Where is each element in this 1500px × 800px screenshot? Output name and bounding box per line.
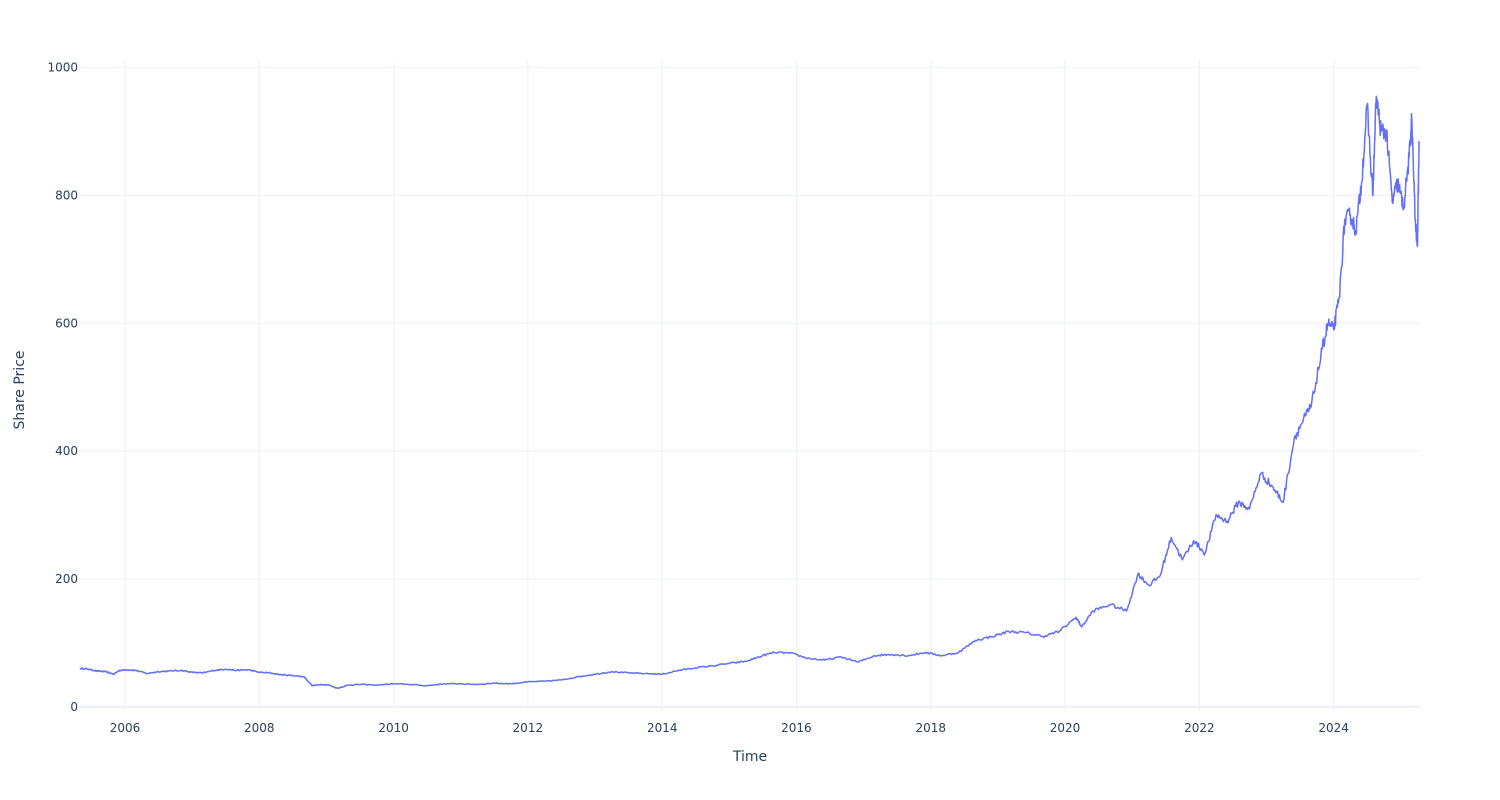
- y-tick-label: 0: [70, 700, 78, 714]
- y-axis-title: Share Price: [12, 350, 28, 429]
- y-tick-label: 200: [55, 572, 78, 586]
- x-tick-label: 2016: [781, 721, 812, 735]
- y-tick-label: 1000: [47, 61, 78, 75]
- x-tick-label: 2014: [647, 721, 678, 735]
- x-axis-title: Time: [732, 749, 767, 765]
- x-tick-label: 2010: [378, 721, 409, 735]
- x-tick-label: 2024: [1318, 721, 1349, 735]
- price-series-line: [79, 95, 1420, 690]
- x-tick-label: 2008: [244, 721, 275, 735]
- x-tick-label: 2020: [1050, 721, 1081, 735]
- grid: [80, 60, 1420, 710]
- y-tick-label: 600: [55, 316, 78, 330]
- x-tick-label: 2018: [916, 721, 947, 735]
- x-tick-label: 2022: [1184, 721, 1215, 735]
- x-tick-label: 2006: [110, 721, 141, 735]
- series-layer: [79, 95, 1420, 690]
- y-tick-label: 400: [55, 444, 78, 458]
- tick-labels: 2006 2008 2010 2012 2014 2016 2018 2020 2022 2024…: [47, 61, 1348, 735]
- x-tick-label: 2012: [513, 721, 544, 735]
- y-tick-label: 800: [55, 188, 78, 202]
